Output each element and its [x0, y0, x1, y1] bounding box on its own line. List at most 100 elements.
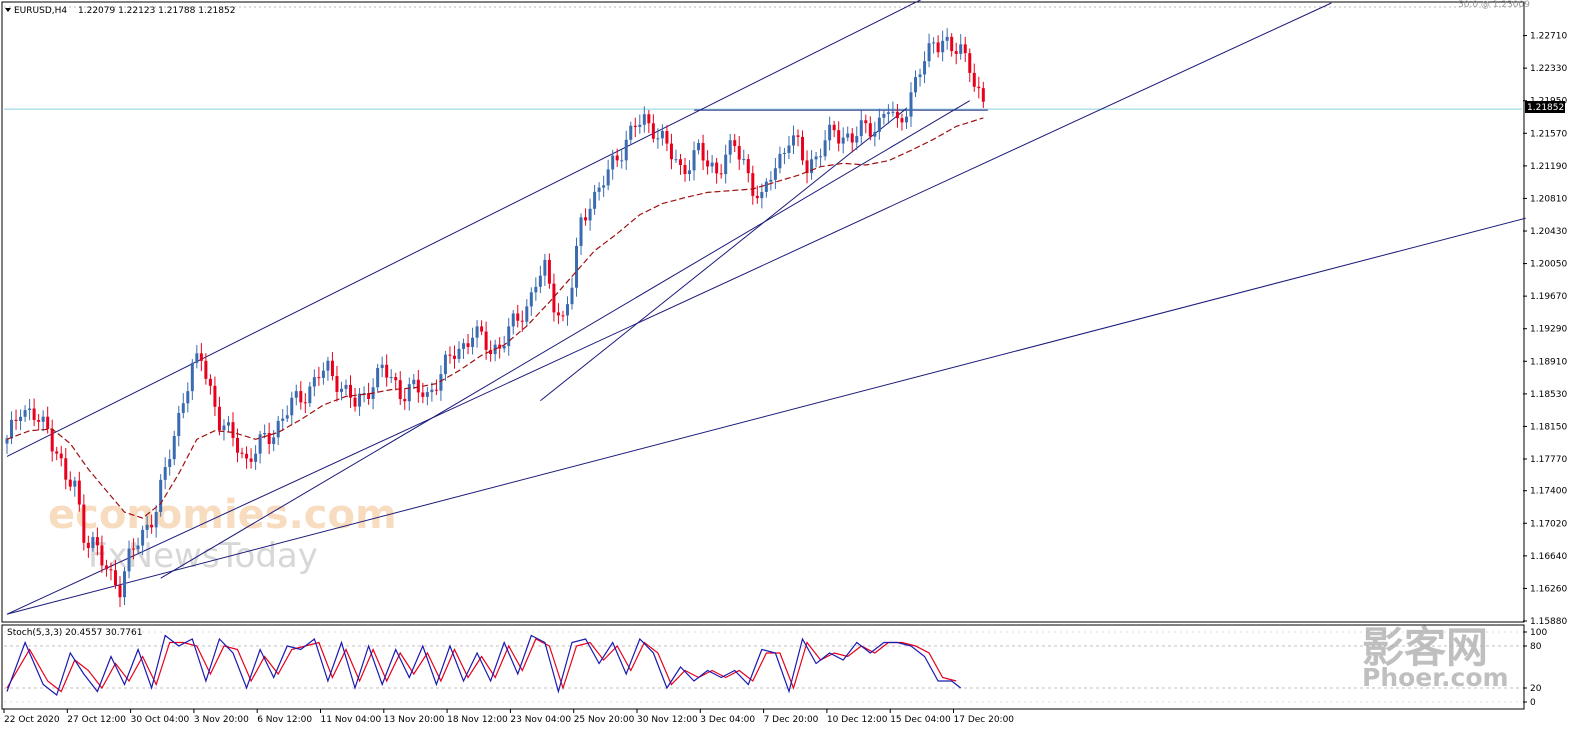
price-tick-label: 1.20050: [1530, 260, 1567, 270]
candle-body: [846, 133, 850, 138]
price-tick-label: 1.17770: [1530, 455, 1567, 465]
candle-body: [77, 480, 81, 505]
candle-body: [525, 306, 529, 322]
candle-body: [195, 353, 199, 363]
candle-body: [886, 112, 890, 114]
candle-body: [787, 145, 791, 153]
candle-body: [832, 124, 836, 131]
candle-body: [294, 391, 298, 398]
candle-body: [706, 160, 710, 167]
candle-body: [394, 377, 398, 381]
candle-body: [421, 392, 425, 397]
candle-body: [484, 331, 488, 350]
candle-body: [276, 420, 280, 438]
candle-body: [339, 388, 343, 392]
time-tick-label: 23 Nov 04:00: [510, 715, 571, 725]
candle-body: [791, 135, 795, 146]
candle-body: [692, 150, 696, 171]
candle-body: [412, 379, 416, 385]
corner-watermark-cn: 影客网: [1362, 623, 1488, 672]
candle-body: [760, 191, 764, 199]
candle-body: [285, 415, 289, 419]
candle-body: [159, 479, 163, 512]
candle-body: [764, 181, 768, 192]
candle-body: [150, 524, 154, 528]
price-tick-label: 1.17020: [1530, 519, 1567, 529]
candle-body: [891, 111, 895, 113]
candle-body: [132, 548, 136, 550]
stoch-signal-line: [6, 638, 957, 693]
candle-body: [172, 436, 176, 460]
candle-body: [972, 72, 976, 87]
price-tick-label: 1.21190: [1530, 162, 1567, 172]
candle-body: [290, 397, 294, 416]
candle-body: [556, 312, 560, 316]
candle-body: [299, 391, 303, 403]
current-price-tag: [1525, 101, 1565, 113]
candle-body: [737, 145, 741, 160]
candle-body: [850, 133, 854, 143]
candle-body: [425, 392, 429, 397]
candle-body: [936, 42, 940, 53]
axis-grid-layer: [4, 6, 1522, 703]
candle-body: [204, 360, 208, 379]
candle-body: [602, 185, 606, 188]
current-price-tag-text: 1.21852: [1527, 103, 1564, 113]
time-axis: 22 Oct 2020 27 Oct 12:00 30 Oct 04:00 3 Nov…: [3, 709, 1015, 725]
candle-body: [733, 140, 737, 146]
symbol-timeframe-label: EURUSD,H4: [14, 6, 67, 16]
time-tick-label: 22 Oct 2020: [4, 715, 60, 725]
candle-body: [19, 416, 23, 421]
candle-body: [751, 173, 755, 196]
time-tick-label: 17 Dec 20:00: [954, 715, 1015, 725]
candle-body: [489, 349, 493, 355]
candle-body: [403, 399, 407, 402]
candle-body: [82, 504, 86, 543]
candle-body: [864, 120, 868, 124]
candle-body: [697, 143, 701, 151]
candle-body: [638, 124, 642, 127]
candle-body: [579, 217, 583, 246]
candle-body: [742, 159, 746, 161]
candle-body: [330, 360, 334, 377]
trendline-layer[interactable]: [6, 0, 1526, 615]
candle-body: [439, 374, 443, 391]
channel-lower-trendline: [6, 2, 1332, 615]
candle-body: [249, 458, 253, 462]
candle-body: [136, 545, 140, 550]
candle-body: [828, 124, 832, 141]
stoch-main-line: [6, 634, 962, 696]
candle-body: [520, 320, 524, 322]
candle-body: [570, 287, 574, 305]
candle-body: [308, 386, 312, 404]
time-tick-label: 30 Oct 04:00: [131, 715, 190, 725]
candle-body: [208, 378, 212, 386]
price-tick-label: 1.18910: [1530, 357, 1567, 367]
price-tick-label: 1.22330: [1530, 64, 1567, 74]
price-tick-label: 1.17400: [1530, 487, 1567, 497]
candle-body: [145, 524, 149, 530]
candle-body: [543, 259, 547, 276]
price-tick-label: 1.21570: [1530, 129, 1567, 139]
candle-body: [236, 437, 240, 453]
candle-body: [466, 343, 470, 347]
candle-body: [769, 179, 773, 182]
candle-body: [642, 114, 646, 125]
candle-body: [814, 156, 818, 160]
candle-body: [529, 292, 533, 307]
symbol-dropdown-arrow-icon[interactable]: [5, 8, 11, 12]
candle-body: [245, 453, 249, 459]
inner-support-trendline: [160, 100, 971, 579]
candle-body: [678, 159, 682, 166]
candle-body: [272, 437, 276, 445]
candle-body: [755, 195, 759, 199]
candle-body: [480, 326, 484, 332]
moving-average-line: [6, 117, 984, 519]
candle-body: [963, 44, 967, 54]
main-chart-frame: [1, 1, 1525, 623]
stoch-tick-label: 20: [1530, 684, 1542, 694]
candle-body: [353, 397, 357, 407]
candle-body: [778, 153, 782, 169]
candle-body: [620, 160, 624, 162]
